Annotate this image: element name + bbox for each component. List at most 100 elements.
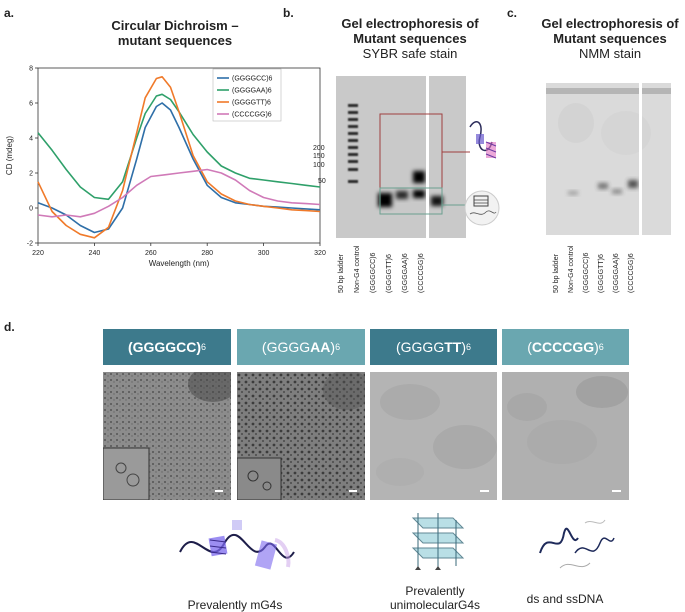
micrograph-ggggaa [237, 372, 365, 500]
mg4-illustration [179, 520, 295, 570]
cd-legend-label-1: (GGGGAA)6 [232, 88, 272, 95]
seq2-sub: 6 [335, 342, 341, 352]
caption-ug4-line1: Prevalently [405, 584, 465, 598]
sequence-header-ccccgg: (CCCCGG) 6 [502, 329, 629, 365]
gel-c-lane-label-5: (CCCCGG)6 [628, 253, 635, 293]
y-tick-label-4: 6 [29, 101, 33, 108]
seq2-bold: AA [310, 339, 331, 355]
gel-b-bands [378, 171, 443, 207]
panel-c-label: c. [507, 6, 518, 20]
gel-c-lane-label-0: 50 bp ladder [553, 254, 560, 293]
gel-c-title: Gel electrophoresis of Mutant sequences [535, 16, 685, 46]
panel-b-label: b. [283, 6, 294, 20]
gel-c-band-control [568, 191, 578, 195]
cd-series-line-0 [37, 102, 321, 234]
micrograph-ccccgg [502, 372, 629, 500]
cd-ylabel: CD (mdeg) [5, 136, 14, 175]
gel-c-image [546, 83, 671, 235]
x-tick-label-3: 280 [201, 250, 213, 257]
gel-c-title-line2: Mutant sequences [553, 31, 667, 46]
sequence-header-ggggcc: (GGGGCC) 6 [103, 329, 231, 365]
gel-b-band-ggggaa-lower [413, 190, 425, 198]
panel-d-label: d. [4, 320, 15, 334]
cd-chart-title: Circular Dichroism – mutant sequences [90, 18, 260, 48]
y-tick-label-2: 2 [29, 171, 33, 178]
gel-c-wells [546, 88, 671, 94]
y-tick-label-5: 8 [29, 66, 33, 73]
caption-ug4-line2: unimolecularG4s [389, 598, 481, 612]
gel-b-background [336, 76, 466, 238]
cd-plot-frame [37, 67, 321, 244]
inset-ggggaa [237, 457, 282, 500]
seq3-prefix: (GGGG [395, 339, 445, 355]
gel-b-ladder [348, 104, 358, 183]
ug4-structure-glyph [464, 190, 500, 226]
gel-b-band-ggggcc [378, 193, 392, 207]
cd-legend-label-2: (GGGGTT)6 [232, 100, 271, 107]
micrograph-ggggtt [370, 372, 497, 500]
cd-legend-label-3: (CCCCGG)6 [232, 112, 272, 119]
seq1-sub: 6 [201, 342, 207, 352]
seq4-end: ) [594, 339, 599, 355]
gel-b-lane-label-2: (GGGGCC)6 [370, 252, 377, 293]
cd-legend-label-0: (GGGGCC)6 [232, 76, 273, 83]
gel-b-lane-label-1: Non-G4 control [354, 245, 361, 293]
scale-bar-3 [480, 490, 489, 492]
seq1-text: (GGGGCC) [127, 339, 202, 355]
cd-series-line-1 [37, 93, 321, 201]
gel-b-unimolecular-box [379, 187, 443, 215]
gel-b-divider [426, 76, 429, 238]
caption-ug4: Prevalently unimolecularG4s [360, 584, 510, 612]
caption-mg4: Prevalently mG4s [187, 598, 283, 612]
x-tick-label-5: 320 [314, 250, 326, 257]
gel-c-subtitle: NMM stain [578, 46, 642, 61]
cd-xlabel: Wavelength (nm) [149, 259, 210, 268]
scale-bar-2 [349, 490, 357, 492]
seq4-bold: CCCCGG [531, 339, 595, 355]
sequence-header-ggggtt: (GGGG TT) 6 [370, 329, 497, 365]
x-tick-label-2: 260 [145, 250, 157, 257]
gel-b-title: Gel electrophoresis of Mutant sequences [325, 16, 495, 46]
caption-dsdna: ds and ssDNA [526, 592, 604, 606]
seq2-end: ) [330, 339, 336, 355]
gel-b-image [336, 76, 466, 238]
scale-bar-1 [215, 490, 223, 492]
gel-c-band-ggggcc [598, 183, 608, 189]
gel-b-lane-label-0: 50 bp ladder [338, 254, 345, 293]
gel-b-subtitle: SYBR safe stain [362, 46, 458, 61]
cd-title-line2: mutant sequences [117, 33, 233, 48]
dsdna-illustration [539, 519, 615, 569]
seq2-prefix: (GGGG [261, 339, 311, 355]
size-marker-150: 150 [313, 153, 325, 160]
x-tick-label-4: 300 [258, 250, 270, 257]
gel-b-band-ccccgg [431, 196, 443, 206]
cd-series-line-3 [37, 168, 321, 218]
ug4-illustration [411, 513, 465, 570]
gel-c-bands [568, 180, 638, 195]
mg4-structure-glyph [469, 121, 497, 159]
x-tick-label-0: 220 [32, 250, 44, 257]
y-tick-label-1: 0 [29, 206, 33, 213]
gel-c-lane-label-2: (GGGGCC)6 [583, 252, 590, 293]
cd-series-line-2 [37, 76, 321, 239]
gel-c-lane-label-4: (GGGGAA)6 [613, 253, 620, 293]
gel-c-divider [639, 83, 642, 235]
seq4-prefix: ( [527, 339, 532, 355]
seq3-sub: 6 [466, 342, 472, 352]
gel-c-lane-label-3: (GGGGTT)6 [598, 254, 605, 293]
gel-b-lane-label-5: (CCCCGG)6 [418, 253, 425, 293]
y-tick-label-3: 4 [29, 136, 33, 143]
scale-bar-4 [612, 490, 621, 492]
inset-ggggcc [103, 447, 150, 500]
seq4-sub: 6 [598, 342, 604, 352]
gel-b-band-ggggaa-upper [413, 171, 425, 183]
gel-c-background [546, 83, 671, 235]
gel-b-lane-label-4: (GGGGAA)6 [402, 253, 409, 293]
size-marker-50: 50 [318, 178, 326, 185]
micrograph-ggggcc [103, 372, 231, 500]
panel-a-label: a. [4, 6, 15, 20]
seq3-end: ) [461, 339, 466, 355]
gel-c-lane-label-1: Non-G4 control [568, 245, 575, 293]
size-marker-200: 200 [313, 145, 325, 152]
cd-title-line1: Circular Dichroism – [111, 18, 239, 33]
